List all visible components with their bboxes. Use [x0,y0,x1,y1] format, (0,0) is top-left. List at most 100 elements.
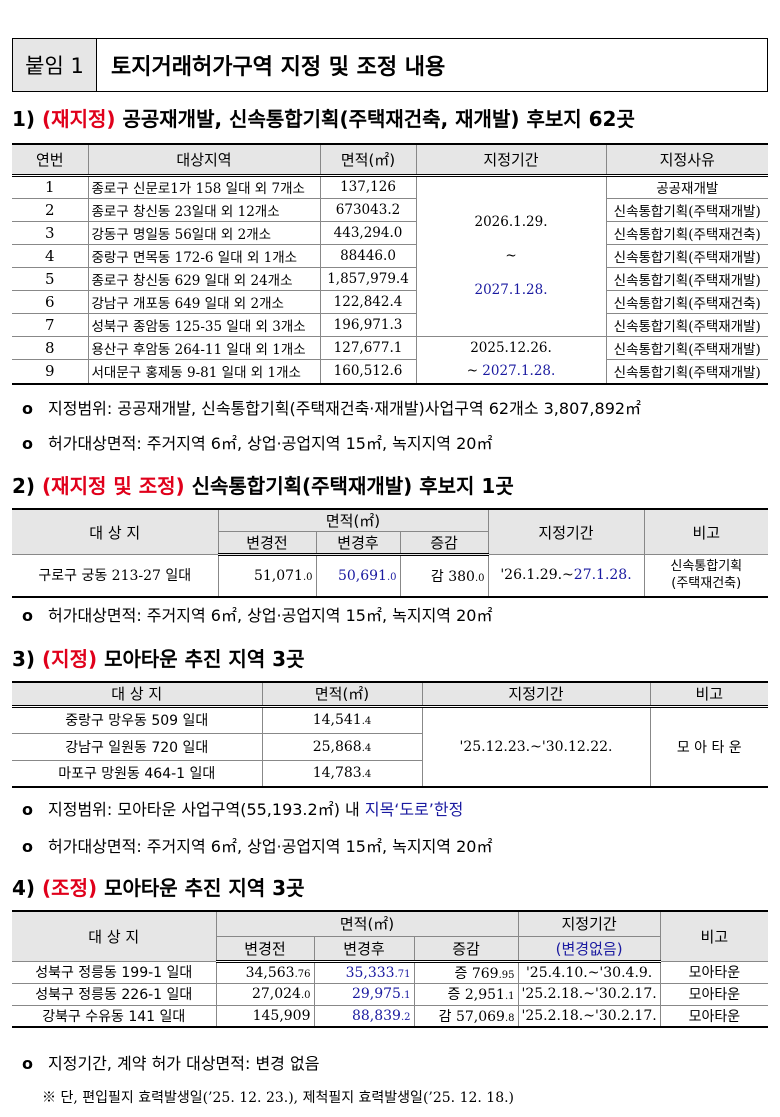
col-header: (변경없음) [517,935,661,963]
cell: 160,512.6 [319,359,417,384]
section-title: 공공재개발, 신속통합기획(주택재건축, 재개발) 후보지 62곳 [122,107,635,131]
cell: 443,294.0 [319,220,417,245]
cell: 88446.0 [319,243,417,268]
cell: 673043.2 [319,197,417,222]
cell: 1 [12,174,89,199]
cell: 8 [12,335,89,361]
section-number: 4) [12,876,36,900]
cell: 증 769.95 [413,960,519,984]
section-tag: (재지정) [42,107,116,131]
col-header: 비고 [643,508,768,555]
bullet-text: 지정범위: 모아타운 사업구역(55,193.2㎡) 내 [48,800,365,819]
cell: 신속통합기획(주택재개발) [605,243,768,268]
cell: '25.2.18.~'30.2.17. [517,982,661,1006]
table-row: 4 중랑구 면목동 172-6 일대 외 1개소 88446.0 신속통합기획(주… [12,243,768,268]
col-header: 면적(㎡) [319,143,417,177]
table-row: 3 강동구 명일동 56일대 외 2개소 443,294.0 신속통합기획(주택재… [12,220,768,245]
cell: 14,541.4 [261,705,423,734]
cell: 중랑구 망우동 509 일대 [12,705,263,734]
cell: 196,971.3 [319,312,417,337]
cell: 강동구 명일동 56일대 외 2개소 [87,220,321,245]
col-header: 지정기간 [517,910,661,937]
cell: '26.1.29.~27.1.28. [487,554,645,597]
cell: 88,839.2 [313,1004,415,1028]
col-header: 변경후 [313,935,415,963]
cell: 25,868.4 [261,732,422,761]
section-title: 모아타운 추진 지역 3곳 [104,647,305,671]
col-header: 대 상 지 [12,508,219,555]
col-header: 변경전 [218,531,317,556]
cell: 3 [12,220,89,245]
table-1: 연번 대상지역 면적(㎡) 지정기간 지정사유 1 종로구 신문로1가 158 … [12,143,768,385]
cell: 강남구 개포동 649 일대 외 2개소 [87,289,321,314]
col-header: 변경후 [315,531,401,556]
table-row: 6 강남구 개포동 649 일대 외 2개소 122,842.4 신속통합기획(주… [12,289,768,314]
col-header: 대 상 지 [12,910,217,962]
cell: 중랑구 면목동 172-6 일대 외 1개소 [87,243,321,268]
table-row: 성북구 정릉동 226-1 일대 27,024.0 29,975.1 증 2,9… [12,982,768,1006]
table-row: 구로구 궁동 213-27 일대 51,071.0 50,691.0 감 380… [12,554,768,597]
col-header: 비고 [659,910,768,962]
section-2-heading: 2) (재지정 및 조정) 신속통합기획(주택재개발) 후보지 1곳 [12,470,514,499]
table-row: 1 종로구 신문로1가 158 일대 외 7개소 137,126 2026.1.2… [12,174,768,337]
cell: 7 [12,312,89,337]
period-cell: 2026.1.29. ~2027.1.28. [415,174,607,337]
cell: 모아타운 [659,982,768,1006]
col-header: 지정기간 [415,143,607,177]
cell: '25.4.10.~'30.4.9. [517,960,661,984]
col-header: 연번 [12,143,89,177]
col-header: 대상지역 [87,143,321,177]
bullet: o 지정기간, 계약 허가 대상면적: 변경 없음 [22,1054,320,1073]
cell: 122,842.4 [319,289,417,314]
cell: 강남구 일원동 720 일대 [12,732,263,761]
col-header: 면적(㎡) [217,508,489,532]
cell: 신속통합기획(주택재개발) [605,266,768,291]
cell: 27,024.0 [215,982,315,1006]
cell: 2 [12,197,89,222]
col-header: 지정사유 [605,143,768,177]
table-2: 대 상 지 면적(㎡) 지정기간 비고 변경전 변경후 증감 구로구 궁동 21… [12,508,768,598]
cell: 신속통합기획(주택재개발) [605,312,768,337]
cell: 9 [12,359,89,384]
bullet: o 허가대상면적: 주거지역 6㎡, 상업·공업지역 15㎡, 녹지지역 20㎡ [22,434,493,453]
bullet: o 지정범위: 모아타운 사업구역(55,193.2㎡) 내 지목‘도로’한정 [22,800,464,819]
cell: '25.12.23.~'30.12.22. [421,705,651,788]
table-row: 8 용산구 후암동 264-11 일대 외 1개소 127,677.1 2025.… [12,335,768,384]
cell: 강북구 수유동 141 일대 [12,1004,217,1028]
cell: 51,071.0 [217,554,317,597]
cell: 증 2,951.1 [413,982,519,1006]
bullet-text: 허가대상면적: 주거지역 6㎡, 상업·공업지역 15㎡, 녹지지역 20㎡ [48,434,493,453]
table-row: 강남구 일원동 720 일대 25,868.4 [12,732,768,761]
col-header: 면적(㎡) [215,910,519,937]
bullet: o 지정범위: 공공재개발, 신속통합기획(주택재건축·재개발)사업구역 62개소… [22,399,642,418]
cell: '25.2.18.~'30.2.17. [517,1004,661,1028]
footnote: ※ 단, 편입필지 효력발생일(’25. 12. 23.), 제척필지 효력발생… [42,1090,515,1106]
table-row: 5 종로구 창신동 629 일대 외 24개소 1,857,979.4 신속통합기… [12,266,768,291]
document-header: 붙임 1 토지거래허가구역 지정 및 조정 내용 [12,38,768,92]
cell: 모아타운 [659,960,768,984]
attachment-tag: 붙임 1 [13,39,97,91]
cell: 공공재개발 [605,174,768,199]
section-number: 1) [12,107,36,131]
section-title: 모아타운 추진 지역 3곳 [104,876,305,900]
col-header: 대 상 지 [12,681,263,708]
cell: 29,975.1 [313,982,415,1006]
cell: 성북구 정릉동 199-1 일대 [12,960,217,984]
section-tag: (재지정 및 조정) [42,474,185,498]
table-row: 중랑구 망우동 509 일대 14,541.4 '25.12.23.~'30.1… [12,705,768,788]
cell: 감 57,069.8 [413,1004,519,1028]
cell: 구로구 궁동 213-27 일대 [12,554,219,597]
section-3-heading: 3) (지정) 모아타운 추진 지역 3곳 [12,643,305,672]
cell: 4 [12,243,89,268]
bullet-text: 허가대상면적: 주거지역 6㎡, 상업·공업지역 15㎡, 녹지지역 20㎡ [48,837,493,856]
bullet-text: 허가대상면적: 주거지역 6㎡, 상업·공업지역 15㎡, 녹지지역 20㎡ [48,606,493,625]
cell: 모 아 타 운 [649,705,768,788]
cell: 35,333.71 [313,960,415,984]
cell: 신속통합기획(주택재개발) [605,335,768,361]
cell: 14,783.4 [261,759,422,788]
cell: 6 [12,289,89,314]
cell: 50,691.0 [315,554,401,597]
section-4-heading: 4) (조정) 모아타운 추진 지역 3곳 [12,872,305,901]
cell: 신속통합기획(주택재건축) [605,220,768,245]
cell: 127,677.1 [319,335,417,361]
